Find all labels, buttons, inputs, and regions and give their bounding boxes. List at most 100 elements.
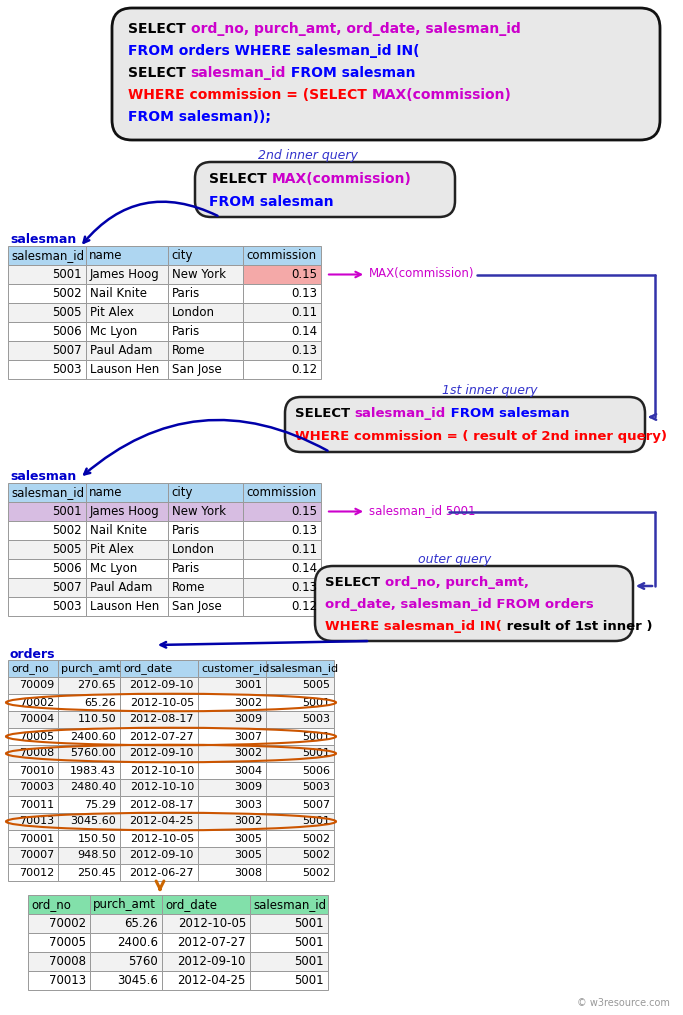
Text: 5001: 5001 [53, 268, 82, 281]
Text: 5005: 5005 [53, 543, 82, 556]
Text: 5002: 5002 [302, 868, 330, 878]
Bar [8, 847, 58, 864]
Text: SELECT: SELECT [209, 172, 272, 186]
Text: 5002: 5002 [302, 833, 330, 843]
Bar [243, 360, 321, 379]
Text: 2480.40: 2480.40 [70, 783, 116, 793]
Text: 2012-06-27: 2012-06-27 [130, 868, 194, 878]
Bar [266, 745, 334, 762]
Text: SELECT: SELECT [128, 66, 191, 80]
Bar [58, 728, 120, 745]
Bar [198, 779, 266, 796]
Bar [198, 710, 266, 728]
Bar [250, 914, 328, 933]
Bar [168, 360, 243, 379]
Bar [243, 578, 321, 597]
Bar [28, 895, 90, 914]
Text: result of 1st inner ): result of 1st inner ) [502, 620, 652, 633]
Text: 5002: 5002 [302, 851, 330, 861]
Text: 0.14: 0.14 [291, 325, 317, 338]
Bar [198, 847, 266, 864]
Text: 5003: 5003 [302, 715, 330, 725]
Bar [8, 745, 58, 762]
Bar [8, 483, 86, 502]
Text: salesman_id: salesman_id [11, 249, 84, 262]
Text: San Jose: San Jose [172, 363, 222, 376]
Text: ord_no: ord_no [11, 663, 48, 674]
Text: 2012-10-10: 2012-10-10 [130, 783, 194, 793]
Text: 70004: 70004 [18, 715, 54, 725]
FancyBboxPatch shape [195, 162, 455, 217]
Text: salesman_id: salesman_id [253, 898, 326, 911]
Text: 70008: 70008 [18, 748, 54, 758]
Text: © w3resource.com: © w3resource.com [577, 998, 670, 1008]
Text: Nail Knite: Nail Knite [90, 287, 147, 300]
Bar [243, 521, 321, 540]
Bar [86, 265, 168, 284]
Text: 70011: 70011 [19, 800, 54, 810]
Bar [58, 710, 120, 728]
Text: 3045.60: 3045.60 [70, 816, 116, 826]
Text: Rome: Rome [172, 581, 206, 594]
Text: 150.50: 150.50 [77, 833, 116, 843]
Bar [86, 597, 168, 616]
Bar [58, 745, 120, 762]
Bar [120, 728, 198, 745]
Text: Pit Alex: Pit Alex [90, 543, 134, 556]
Bar [250, 933, 328, 952]
Bar [8, 710, 58, 728]
Text: 5003: 5003 [302, 783, 330, 793]
Bar [28, 914, 90, 933]
Text: purch_amt: purch_amt [93, 898, 156, 911]
Bar [120, 779, 198, 796]
Bar [266, 762, 334, 779]
Text: Lauson Hen: Lauson Hen [90, 363, 159, 376]
Text: 3009: 3009 [234, 783, 262, 793]
Text: 5006: 5006 [302, 765, 330, 775]
Bar [120, 813, 198, 830]
Text: 5001: 5001 [294, 974, 324, 987]
Bar [8, 559, 86, 578]
Bar [168, 521, 243, 540]
Bar [198, 745, 266, 762]
Bar [266, 728, 334, 745]
Text: 5003: 5003 [53, 363, 82, 376]
Text: ord_no: ord_no [31, 898, 71, 911]
Bar [266, 796, 334, 813]
Text: London: London [172, 543, 215, 556]
Bar [58, 864, 120, 881]
Bar [120, 864, 198, 881]
Text: MAX(commission): MAX(commission) [369, 268, 475, 280]
FancyBboxPatch shape [315, 566, 633, 641]
Bar [58, 830, 120, 847]
Text: 3008: 3008 [234, 868, 262, 878]
Text: 70001: 70001 [19, 833, 54, 843]
Bar [90, 895, 162, 914]
Text: city: city [171, 486, 193, 499]
Text: 3005: 3005 [234, 851, 262, 861]
Text: MAX(commission): MAX(commission) [272, 172, 411, 186]
Text: 250.45: 250.45 [77, 868, 116, 878]
Bar [90, 933, 162, 952]
Text: 70012: 70012 [18, 868, 54, 878]
Text: 0.15: 0.15 [291, 505, 317, 518]
Bar [198, 694, 266, 710]
Text: 70002: 70002 [49, 917, 86, 930]
Text: MAX(commission): MAX(commission) [372, 88, 512, 102]
Bar [8, 502, 86, 521]
Text: WHERE salesman_id IN(: WHERE salesman_id IN( [325, 620, 502, 633]
Bar [8, 779, 58, 796]
Bar [8, 830, 58, 847]
Text: salesman_id: salesman_id [191, 66, 286, 80]
Text: 3004: 3004 [234, 765, 262, 775]
Text: 0.13: 0.13 [291, 581, 317, 594]
Text: Mc Lyon: Mc Lyon [90, 562, 137, 576]
Text: purch_amt: purch_amt [61, 663, 120, 674]
Text: 65.26: 65.26 [84, 697, 116, 707]
Text: Pit Alex: Pit Alex [90, 306, 134, 319]
Bar [8, 341, 86, 360]
Text: Rome: Rome [172, 344, 206, 357]
Bar [86, 360, 168, 379]
Text: London: London [172, 306, 215, 319]
Bar [243, 246, 321, 265]
